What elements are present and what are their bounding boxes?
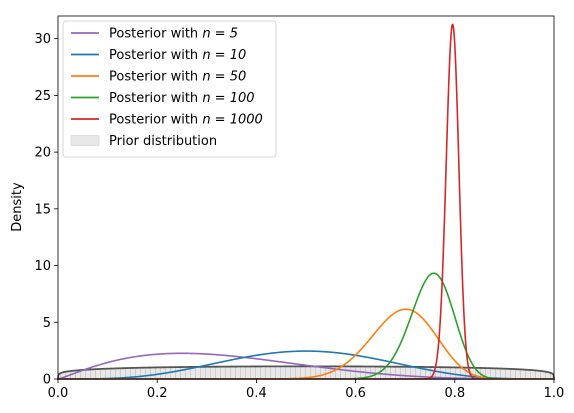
y-tick-label: 20 [34,146,51,161]
posterior-line-1 [58,352,554,379]
plot-area [57,23,555,380]
legend-entry-5: Posterior with n = 1000 [109,113,263,128]
legend-entry-3: Posterior with n = 50 [109,70,246,85]
posterior-line-3 [58,308,554,379]
legend-box [62,20,277,158]
legend-entry-prior: Prior distribution [109,134,217,149]
legend-entry-2: Posterior with n = 10 [109,48,246,63]
x-tick-label: 1.0 [544,386,565,401]
legend: Posterior with n = 5 Posterior with n = 1… [62,20,277,158]
x-tick-label: 0.2 [147,386,168,401]
y-tick-label: 15 [34,202,51,217]
posterior-line-4 [58,272,554,379]
x-tick-label: 0.8 [444,386,465,401]
posterior-line-5 [58,23,554,379]
y-tick-label: 0 [43,373,51,388]
legend-entry-4: Posterior with n = 100 [109,91,255,106]
y-tick-label: 25 [34,89,51,104]
legend-entry-1: Posterior with n = 5 [109,27,238,42]
x-tick-label: 0.4 [246,386,267,401]
y-tick-label: 30 [34,32,51,47]
y-tick-label: 5 [43,316,51,331]
x-tick-label: 0.0 [48,386,69,401]
y-tick-label: 10 [34,259,51,274]
axes: 0.0 0.2 0.4 0.6 0.8 1.0 0 5 10 15 20 25 30 [34,15,565,401]
axes-frame [57,15,555,380]
y-axis-label: Density [10,182,25,232]
x-tick-label: 0.6 [345,386,366,401]
legend-swatch-prior [70,135,100,146]
